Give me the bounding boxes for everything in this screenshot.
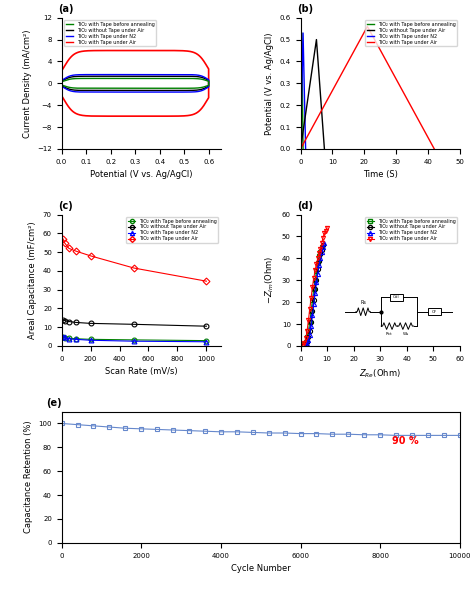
Legend: TiO₂ with Tape before annealing, TiO₂ without Tape under Air, TiO₂ with Tape und: TiO₂ with Tape before annealing, TiO₂ wi… bbox=[127, 217, 219, 243]
Text: (b): (b) bbox=[297, 5, 313, 14]
X-axis label: $Z_{Re}$(Ohm): $Z_{Re}$(Ohm) bbox=[359, 367, 401, 380]
Legend: TiO₂ with Tape before annealing, TiO₂ without Tape under Air, TiO₂ with Tape und: TiO₂ with Tape before annealing, TiO₂ wi… bbox=[365, 20, 457, 46]
Legend: TiO₂ with Tape before annealing, TiO₂ without Tape under Air, TiO₂ with Tape und: TiO₂ with Tape before annealing, TiO₂ wi… bbox=[365, 217, 457, 243]
Y-axis label: Areal Capacitance (mF/cm²): Areal Capacitance (mF/cm²) bbox=[28, 221, 37, 339]
Text: (e): (e) bbox=[46, 398, 61, 408]
X-axis label: Scan Rate (mV/s): Scan Rate (mV/s) bbox=[105, 367, 178, 376]
Y-axis label: Potential (V vs. Ag/AgCl): Potential (V vs. Ag/AgCl) bbox=[265, 32, 274, 135]
X-axis label: Potential (V vs. Ag/AgCl): Potential (V vs. Ag/AgCl) bbox=[90, 171, 192, 179]
Y-axis label: $-Z_{Im}$(Ohm): $-Z_{Im}$(Ohm) bbox=[264, 256, 276, 304]
Text: 90 %: 90 % bbox=[392, 436, 419, 446]
X-axis label: Time (S): Time (S) bbox=[363, 171, 398, 179]
Text: (d): (d) bbox=[297, 201, 313, 211]
Text: (c): (c) bbox=[58, 201, 73, 211]
X-axis label: Cycle Number: Cycle Number bbox=[231, 564, 291, 573]
Text: (a): (a) bbox=[58, 5, 74, 14]
Y-axis label: Current Density (mA/cm²): Current Density (mA/cm²) bbox=[23, 29, 32, 137]
Legend: TiO₂ with Tape before annealing, TiO₂ without Tape under Air, TiO₂ with Tape und: TiO₂ with Tape before annealing, TiO₂ wi… bbox=[64, 20, 156, 46]
Y-axis label: Capacitance Retention (%): Capacitance Retention (%) bbox=[24, 421, 33, 533]
